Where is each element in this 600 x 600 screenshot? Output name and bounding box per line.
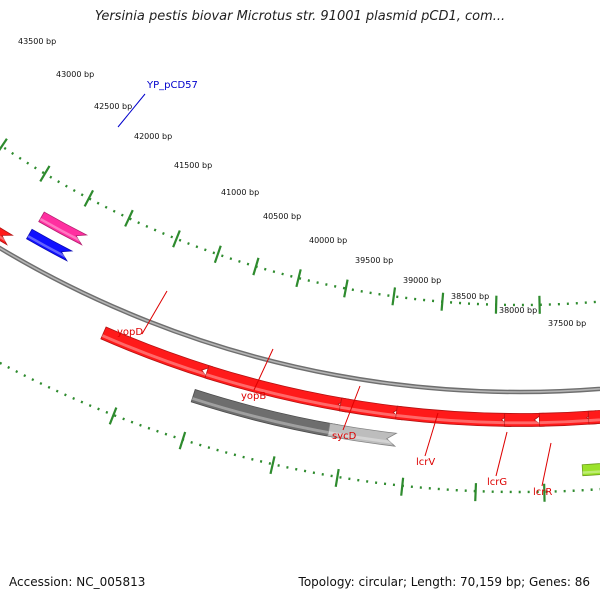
gene-label-sycD: sycD xyxy=(332,431,357,442)
leader-line-lcrV xyxy=(424,412,439,457)
scale-tick-label: 41000 bp xyxy=(221,188,259,197)
gene-YP_pCD57 xyxy=(38,211,89,246)
gene-features xyxy=(0,211,600,477)
scale-tick xyxy=(295,269,302,288)
scale-tick-label: 42500 bp xyxy=(94,102,132,111)
scale-tick xyxy=(474,483,478,502)
scale-tick-label: 38000 bp xyxy=(499,306,537,315)
gene-label-yopB: yopB xyxy=(241,391,266,402)
gene-yopD xyxy=(100,326,214,380)
gene-green xyxy=(581,463,600,477)
gene-lcrH-red xyxy=(587,409,600,425)
scale-tick-label: 37500 bp xyxy=(548,319,586,328)
scale-tick xyxy=(252,257,260,276)
scale-tick-label: 40500 bp xyxy=(263,212,301,221)
scale-tick xyxy=(83,189,94,207)
gene-sycD xyxy=(327,422,398,447)
scale-tick xyxy=(343,279,349,298)
scale-tick xyxy=(178,431,187,450)
scale-tick-label: 43500 bp xyxy=(18,37,56,46)
map-title: Yersinia pestis biovar Microtus str. 910… xyxy=(94,9,506,24)
scale-tick xyxy=(124,209,134,227)
gene-blue xyxy=(25,228,74,262)
leader-line-yopB xyxy=(253,348,274,391)
leader-line-lcrR xyxy=(541,442,552,487)
gene-small-red xyxy=(0,227,14,246)
gene-lcrR-red xyxy=(538,410,598,427)
plasmid-rings xyxy=(0,143,600,493)
scale-tick xyxy=(213,245,222,264)
gene-lcrG-red xyxy=(504,412,545,427)
scale-tick xyxy=(172,230,181,248)
scale-tick-label: 39500 bp xyxy=(355,256,393,265)
scale-tick xyxy=(391,287,397,306)
leader-line-yopD xyxy=(141,290,168,335)
gene-label-lcrG: lcrG xyxy=(487,477,507,488)
inner-scale-ring xyxy=(0,361,600,493)
scale-tick-labels: 43500 bp 43000 bp 42500 bp 42000 bp 41500 bp… xyxy=(18,37,586,328)
scale-tick-label: 39000 bp xyxy=(403,276,441,285)
scale-tick xyxy=(440,292,445,311)
scale-tick xyxy=(39,165,51,182)
scale-tick-label: 38500 bp xyxy=(451,292,489,301)
gene-label-lcrR: lcrR xyxy=(533,487,552,498)
gene-label-yopD: yopD xyxy=(117,327,143,338)
outer-scale-ring xyxy=(0,143,600,306)
gene-label-lcrV: lcrV xyxy=(416,457,435,468)
summary-text: Topology: circular; Length: 70,159 bp; G… xyxy=(298,575,590,589)
scale-tick-label: 42000 bp xyxy=(134,132,172,141)
scale-tick xyxy=(269,456,276,475)
gene-labels: YP_pCD57 yopD yopB sycD lcrV lcrG lcrR xyxy=(117,80,552,498)
accession-text: Accession: NC_005813 xyxy=(9,575,146,589)
scale-tick xyxy=(108,407,118,425)
scale-tick xyxy=(400,477,405,496)
label-leader-lines xyxy=(117,93,552,487)
scale-tick xyxy=(0,138,8,151)
leader-line-lcrG xyxy=(495,431,508,477)
scale-ticks xyxy=(0,138,546,502)
scale-tick-label: 43000 bp xyxy=(56,70,94,79)
scale-tick-label: 41500 bp xyxy=(174,161,212,170)
scale-tick xyxy=(334,468,340,487)
leader-line-sycD xyxy=(342,385,361,431)
scale-tick-label: 40000 bp xyxy=(309,236,347,245)
leader-line-YP_pCD57 xyxy=(117,93,146,128)
gene-label-YP_pCD57: YP_pCD57 xyxy=(146,80,198,91)
